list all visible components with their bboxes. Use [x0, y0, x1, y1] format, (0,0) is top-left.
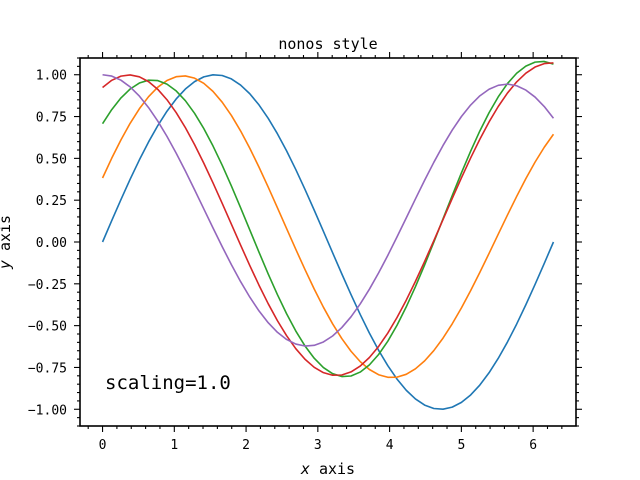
series-line-1	[101, 74, 555, 410]
series-line-3	[101, 60, 554, 378]
scaling-annotation: scaling=1.0	[105, 372, 231, 394]
series-line-4	[102, 62, 554, 377]
plot-frame	[79, 57, 577, 427]
x-tick-label: 6	[529, 438, 537, 453]
series-line-2	[101, 75, 555, 379]
series-line-5	[102, 73, 555, 347]
y-tick-label: 0.25	[36, 194, 67, 209]
ticks-layer: 0 1 2 3 4 5 6 1.00 0.75 0.50 0.25 0.00 −0.25 −0.50 −0.…	[28, 52, 582, 453]
x-tick-label: 5	[457, 438, 465, 453]
y-axis-label: y axis	[0, 215, 14, 270]
y-tick-label: −0.75	[28, 361, 67, 376]
x-tick-label: 4	[386, 438, 394, 453]
x-tick-label: 2	[242, 438, 250, 453]
y-tick-label: 0.50	[36, 152, 67, 167]
chart-title: nonos style	[278, 35, 377, 53]
y-tick-label: −1.00	[28, 403, 67, 418]
y-tick-label: −0.25	[28, 278, 67, 293]
y-tick-label: 0.00	[36, 236, 67, 251]
x-tick-label: 3	[314, 438, 322, 453]
series-layer	[101, 60, 555, 410]
y-tick-label: 0.75	[36, 111, 67, 126]
y-tick-label: 1.00	[36, 69, 67, 84]
x-axis-label: x axis	[300, 460, 355, 478]
x-tick-label: 1	[170, 438, 178, 453]
y-tick-label: −0.50	[28, 320, 67, 335]
x-tick-label: 0	[99, 438, 107, 453]
